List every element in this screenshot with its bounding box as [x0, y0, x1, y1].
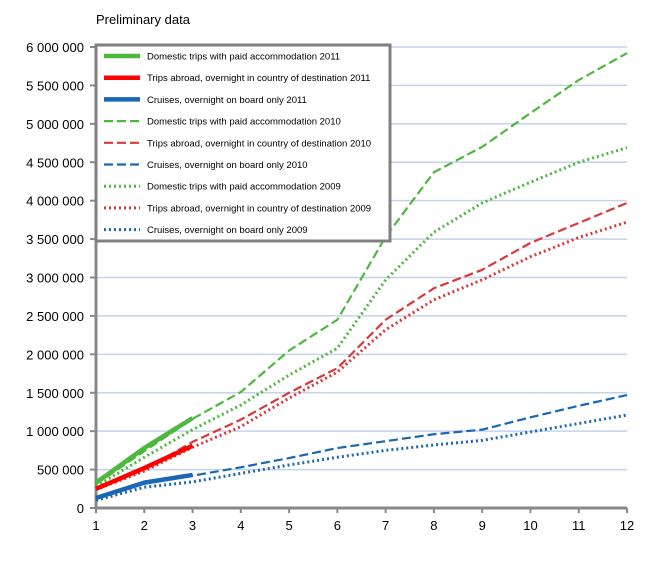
legend-label: Domestic trips with paid accommodation 2…: [147, 52, 340, 63]
y-tick-label: 2 000 000: [26, 347, 84, 362]
legend: Domestic trips with paid accommodation 2…: [94, 43, 392, 243]
x-tick-label: 7: [382, 518, 389, 533]
legend-label: Cruises, overnight on board only 2011: [147, 95, 307, 106]
y-tick-label: 6 000 000: [26, 40, 84, 55]
series-line: [95, 220, 628, 491]
legend-item: Domestic trips with paid accommodation 2…: [104, 117, 341, 128]
legend-item: Cruises, overnight on board only 2011: [104, 95, 307, 106]
legend-item: Trips abroad, overnight in country of de…: [104, 203, 371, 214]
x-tick-label: 2: [141, 518, 148, 533]
x-tick-label: 9: [479, 518, 486, 533]
x-tick-label: 10: [523, 518, 537, 533]
y-tick-label: 5 500 000: [26, 78, 84, 93]
series-line: [95, 146, 628, 488]
legend-label: Cruises, overnight on board only 2009: [147, 225, 308, 236]
legend-label: Trips abroad, overnight in country of de…: [147, 138, 371, 149]
y-tick-label: 500 000: [37, 463, 84, 478]
legend-item: Domestic trips with paid accommodation 2…: [104, 52, 340, 63]
x-tick-label: 1: [92, 518, 99, 533]
series-line: [95, 413, 628, 502]
legend-item: Cruises, overnight on board only 2010: [104, 160, 308, 171]
y-tick-label: 5 000 000: [26, 117, 84, 132]
y-tick-label: 3 500 000: [26, 232, 84, 247]
legend-item: Domestic trips with paid accommodation 2…: [104, 182, 341, 193]
y-tick-label: 0: [77, 501, 84, 516]
series-line: [94, 416, 194, 485]
series-line: [95, 472, 193, 501]
x-tick-label: 4: [237, 518, 244, 533]
legend-label: Trips abroad, overnight in country of de…: [147, 203, 371, 214]
y-tick-label: 4 500 000: [26, 155, 84, 170]
series-line: [95, 201, 628, 490]
legend-label: Domestic trips with paid accommodation 2…: [147, 182, 341, 193]
legend-label: Trips abroad, overnight in country of de…: [147, 73, 370, 84]
legend-label: Domestic trips with paid accommodation 2…: [147, 117, 341, 128]
x-tick-label: 11: [572, 518, 586, 533]
y-tick-label: 1 500 000: [26, 386, 84, 401]
x-tick-label: 8: [430, 518, 437, 533]
y-tick-label: 4 000 000: [26, 194, 84, 209]
legend-label: Cruises, overnight on board only 2010: [147, 160, 308, 171]
y-tick-label: 3 000 000: [26, 271, 84, 286]
legend-item: Trips abroad, overnight in country of de…: [104, 138, 371, 149]
x-tick-label: 3: [189, 518, 196, 533]
legend-box: [94, 43, 392, 243]
y-tick-label: 2 500 000: [26, 309, 84, 324]
y-tick-label: 1 000 000: [26, 424, 84, 439]
x-tick-label: 6: [334, 518, 341, 533]
series-line: [95, 443, 194, 491]
x-tick-label: 12: [620, 518, 634, 533]
legend-item: Cruises, overnight on board only 2009: [104, 225, 308, 236]
legend-item: Trips abroad, overnight in country of de…: [104, 73, 370, 84]
chart-title: Preliminary data: [96, 12, 190, 27]
x-tick-label: 5: [285, 518, 292, 533]
